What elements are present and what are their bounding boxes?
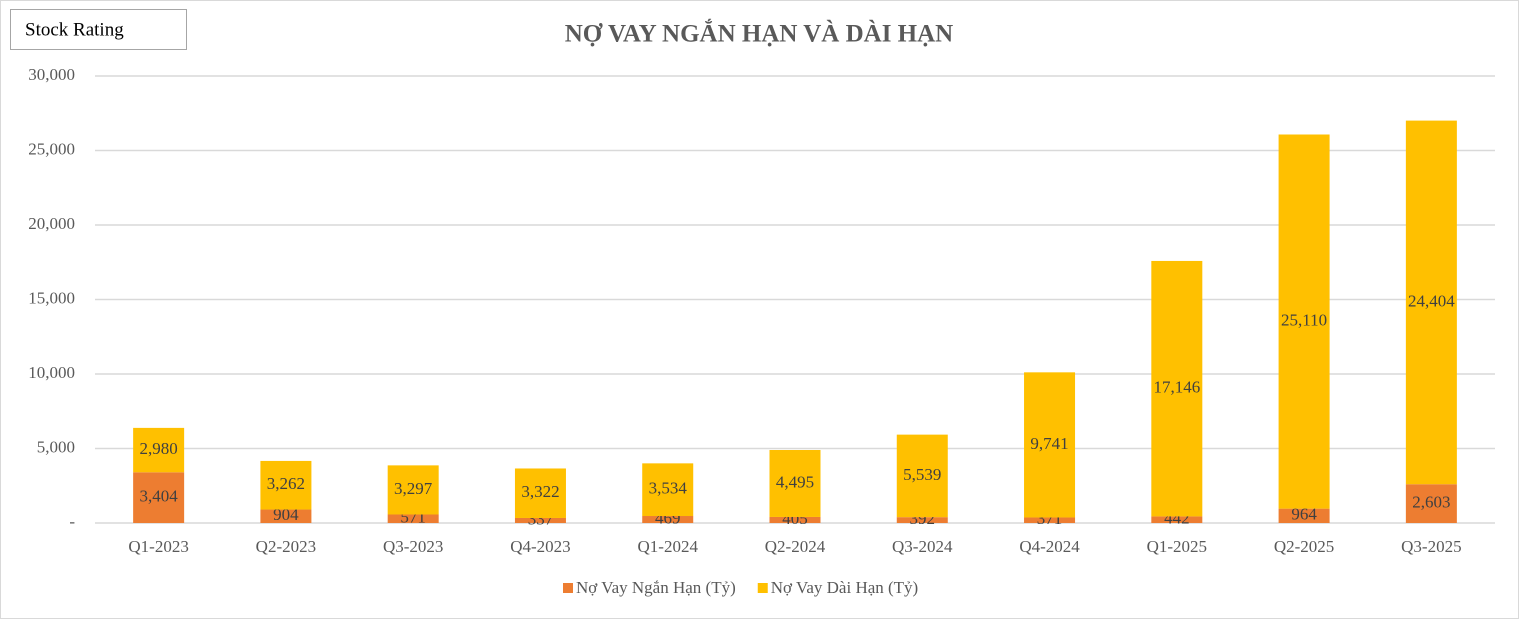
bar-segment: [896, 434, 948, 518]
x-tick-label: Q1-2023: [128, 537, 188, 556]
x-tick-label: Q3-2024: [892, 537, 953, 556]
x-tick-label: Q4-2024: [1019, 537, 1080, 556]
data-label: 2,980: [140, 439, 178, 458]
chart-title: NỢ VAY NGẮN HẠN VÀ DÀI HẠN: [565, 19, 953, 48]
bar-segment: [133, 472, 185, 523]
bar-segment: [1278, 508, 1330, 523]
legend-swatch: [757, 583, 768, 593]
data-label: 964: [1291, 505, 1317, 524]
bar-segment: [769, 516, 821, 523]
bar-segment: [260, 460, 312, 510]
data-label: 2,603: [1412, 493, 1450, 512]
legend-swatch: [563, 583, 573, 593]
y-tick-label: 15,000: [28, 288, 75, 307]
data-label: 904: [273, 505, 299, 524]
bar-segment: [1151, 516, 1203, 523]
bar-segment: [387, 514, 439, 523]
bar-segment: [1405, 120, 1457, 485]
y-tick-label: 25,000: [28, 139, 75, 158]
x-tick-label: Q1-2025: [1147, 537, 1207, 556]
stock-rating-box: [10, 9, 187, 50]
data-label: 3,322: [521, 482, 559, 501]
bar-segment: [260, 509, 312, 523]
bar-segment: [133, 427, 185, 473]
bar-segment: [769, 449, 821, 517]
y-tick-label: 5,000: [37, 437, 75, 456]
bar-segment: [1024, 372, 1076, 518]
x-tick-label: Q1-2024: [638, 537, 699, 556]
legend-label: Nợ Vay Dài Hạn (Tỷ): [771, 578, 918, 597]
data-label: 24,404: [1408, 291, 1455, 310]
bar-segment: [514, 517, 566, 523]
y-tick-label: 20,000: [28, 214, 75, 233]
x-tick-label: Q2-2025: [1274, 537, 1334, 556]
bar-segment: [1024, 517, 1076, 523]
bar-segment: [1151, 260, 1203, 517]
legend-label: Nợ Vay Ngắn Hạn (Tỷ): [576, 578, 736, 597]
y-tick-label: 30,000: [28, 65, 75, 84]
data-label: 3,404: [140, 487, 179, 506]
data-label: 5,539: [903, 465, 941, 484]
x-tick-label: Q4-2023: [510, 537, 570, 556]
bar-segment: [896, 517, 948, 523]
x-tick-label: Q2-2023: [256, 537, 316, 556]
bar-segment: [642, 463, 694, 517]
y-tick-label: -: [69, 512, 75, 531]
data-label: 4,495: [776, 472, 814, 491]
x-tick-label: Q3-2025: [1401, 537, 1461, 556]
bar-segment: [642, 516, 694, 523]
data-label: 3,534: [649, 479, 688, 498]
data-label: 9,741: [1030, 434, 1068, 453]
x-tick-label: Q3-2023: [383, 537, 443, 556]
bar-segment: [514, 468, 566, 518]
bar-segment: [1278, 134, 1330, 509]
y-tick-label: 10,000: [28, 363, 75, 382]
bar-segment: [1405, 484, 1457, 523]
bar-segment: [387, 465, 439, 515]
data-label: 3,262: [267, 474, 305, 493]
x-tick-label: Q2-2024: [765, 537, 826, 556]
data-label: 25,110: [1281, 310, 1327, 329]
data-label: 17,146: [1153, 378, 1200, 397]
data-label: 3,297: [394, 479, 433, 498]
stock-rating: Stock Rating: [25, 19, 124, 40]
